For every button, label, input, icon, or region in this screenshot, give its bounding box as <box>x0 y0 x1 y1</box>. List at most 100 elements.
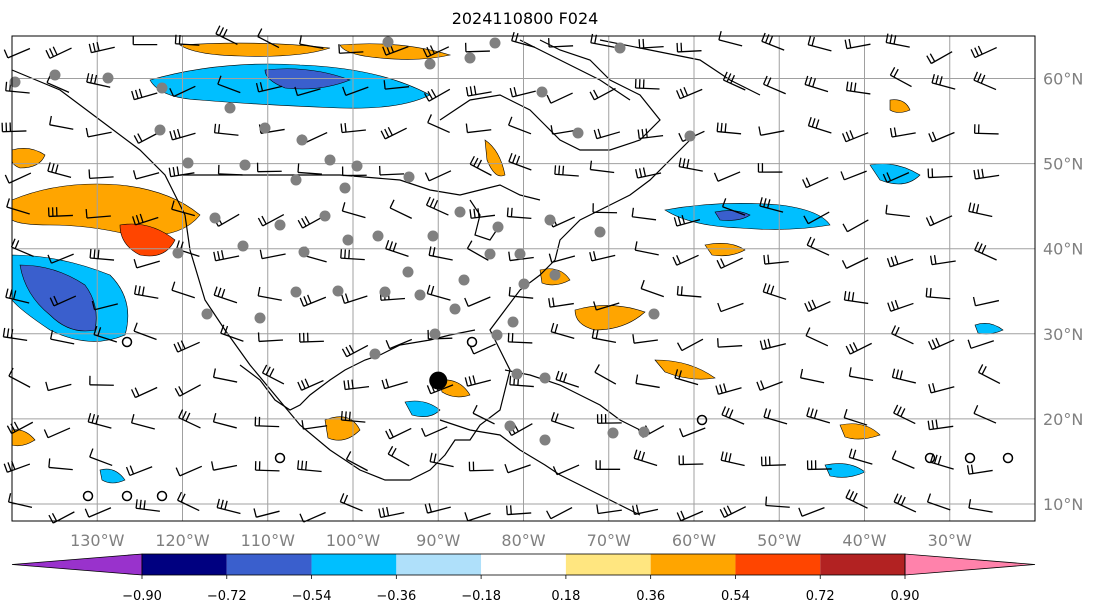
station-dot <box>156 82 168 94</box>
wind-barb <box>761 32 785 51</box>
wind-barb <box>977 364 1001 384</box>
wind-barb <box>595 460 621 470</box>
wind-barb <box>130 414 155 430</box>
wind-barb <box>213 250 240 262</box>
wind-barb <box>891 325 914 345</box>
anomaly-blob <box>99 468 126 484</box>
longitude-label: 50°W <box>757 531 801 550</box>
wind-barb <box>429 452 454 468</box>
wind-barb <box>842 219 869 233</box>
wind-barb <box>339 493 363 512</box>
wind-barb <box>762 283 787 300</box>
coastline <box>504 369 641 431</box>
wind-barb <box>548 297 574 308</box>
wind-barb <box>589 160 615 174</box>
station-dot <box>491 329 503 341</box>
wind-barb <box>806 460 832 471</box>
map-title: 2024110800 F024 <box>451 9 599 28</box>
wind-barb <box>633 449 658 467</box>
wind-barb <box>427 329 453 340</box>
wind-barb <box>508 286 534 299</box>
wind-barb <box>464 512 491 522</box>
wind-barb <box>974 241 997 261</box>
longitude-label: 110°W <box>241 531 296 550</box>
station-dot <box>403 171 415 183</box>
anomaly-blob <box>324 416 361 441</box>
station-dot <box>511 368 523 380</box>
wind-barb <box>631 207 657 221</box>
latitude-label: 30°N <box>1043 325 1083 344</box>
latitude-labels: 60°N 50°N 40°N 30°N 20°N 10°N <box>1043 70 1083 514</box>
wind-barb <box>848 367 874 382</box>
wind-barb <box>424 170 452 182</box>
wind-barb <box>89 375 114 386</box>
wind-barb <box>3 460 31 473</box>
colorbar-segment <box>820 554 905 575</box>
wind-barb <box>807 116 832 134</box>
wind-barb <box>593 128 621 140</box>
anomaly-blob <box>11 429 36 447</box>
colorbar-segment <box>481 554 566 575</box>
anomaly-blob <box>889 99 911 113</box>
wind-barb <box>422 45 450 58</box>
wind-barb <box>385 338 413 350</box>
wind-barb <box>929 255 956 266</box>
wind-barb <box>715 383 742 395</box>
wind-barb <box>257 28 280 49</box>
wind-barb <box>554 165 579 177</box>
wind-barb <box>297 460 322 473</box>
wind-barb <box>387 445 410 467</box>
wind-barb <box>807 35 832 52</box>
station-dot <box>209 212 221 224</box>
wind-barb <box>345 451 368 472</box>
wind-barb <box>844 38 871 50</box>
wind-barb <box>49 295 77 307</box>
wind-barb <box>254 416 280 428</box>
wind-barb <box>845 81 871 95</box>
anomaly-blob <box>839 423 881 440</box>
longitude-labels: 130°W 120°W 110°W 100°W 90°W 80°W 70°W 60°W 50°W… <box>70 531 972 550</box>
wind-barb <box>719 505 747 518</box>
wind-barb <box>504 463 531 474</box>
calm-circle <box>696 414 708 426</box>
calm-circle <box>82 490 94 502</box>
wind-barb <box>635 167 662 179</box>
wind-barb <box>507 332 533 344</box>
latitude-label: 10°N <box>1043 495 1083 514</box>
colorbar-label: −0.18 <box>461 589 501 604</box>
calm-circle <box>156 490 168 502</box>
station-dot <box>339 182 351 194</box>
wind-barb <box>966 464 993 475</box>
wind-barb <box>848 448 873 465</box>
longitude-label: 120°W <box>155 531 210 550</box>
colorbar-extend-high <box>904 553 1036 576</box>
wind-barb <box>132 170 160 180</box>
wind-barb <box>676 42 702 53</box>
wind-barb <box>970 45 997 59</box>
wind-barb <box>509 87 536 98</box>
station-dot <box>201 308 213 320</box>
wind-barb <box>428 246 453 261</box>
wind-barb <box>220 324 244 342</box>
wind-barb <box>672 254 699 266</box>
wind-barb <box>299 294 327 307</box>
wind-barb <box>802 176 829 189</box>
wind-barb <box>342 86 369 96</box>
wind-barb <box>721 406 745 425</box>
wind-barb <box>845 342 872 355</box>
station-dot <box>507 316 519 328</box>
wind-barb <box>674 369 699 386</box>
wind-barb <box>47 162 72 179</box>
wind-barb <box>841 130 869 143</box>
station-dot <box>9 76 21 88</box>
station-dot <box>351 160 363 172</box>
wind-barb <box>261 364 285 385</box>
latitude-label: 20°N <box>1043 410 1083 429</box>
wind-barb <box>805 327 829 347</box>
wind-barb <box>297 378 324 391</box>
station-dot <box>49 69 61 81</box>
wind-barb <box>845 489 868 509</box>
wind-barb <box>967 339 994 349</box>
station-dot <box>102 72 114 84</box>
station-dot <box>638 426 650 438</box>
